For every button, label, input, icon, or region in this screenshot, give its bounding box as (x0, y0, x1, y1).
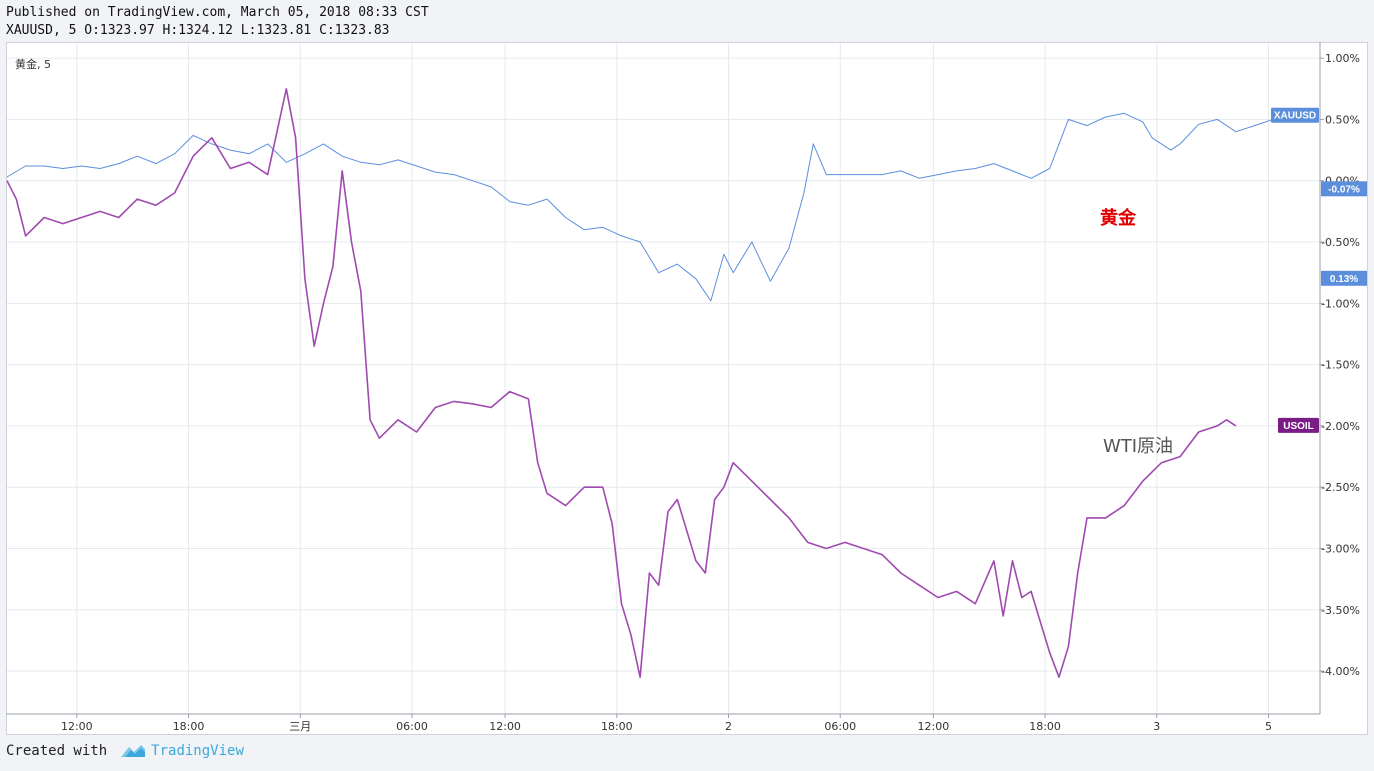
axis-value-tag (1321, 181, 1367, 197)
x-tick-label: 06:00 (396, 720, 428, 733)
axis-value-tag-label: -0.07% (1328, 184, 1360, 195)
series-line-usoil (6, 87, 1237, 679)
y-tick-label: -2.50% (1321, 481, 1360, 494)
footer: Created with TradingView (6, 743, 244, 759)
chart-header: Published on TradingView.com, March 05, … (6, 4, 429, 40)
x-tick-label: 12:00 (918, 720, 950, 733)
axis-value-tag (1321, 270, 1367, 286)
x-tick-label: 18:00 (601, 720, 633, 733)
x-tick-label: 3 (1153, 720, 1160, 733)
x-tick-label: 三月 (289, 720, 311, 733)
y-tick-label: -4.00% (1321, 665, 1360, 678)
axis-value-tag-label: 0.13% (1330, 274, 1358, 285)
series-tag-xauusd (1271, 107, 1319, 123)
legend-label: 黄金, 5 (15, 57, 51, 71)
tradingview-logo-icon (121, 745, 146, 757)
series-tag-label: XAUUSD (1274, 111, 1316, 122)
chart-canvas[interactable]: 1.00%0.50%0.00%-0.50%-1.00%-1.50%-2.00%-… (6, 42, 1368, 735)
series-tag-usoil (1278, 417, 1319, 433)
created-with-text: Created with (6, 743, 108, 759)
gold-annotation: 黄金 (1100, 207, 1137, 229)
published-line: Published on TradingView.com, March 05, … (6, 5, 429, 20)
y-tick-label: -1.00% (1321, 297, 1360, 310)
tradingview-brand: TradingView (151, 743, 244, 759)
x-tick-label: 2 (725, 720, 732, 733)
y-tick-label: -2.00% (1321, 420, 1360, 433)
series-line-xauusd (6, 112, 1292, 302)
oil-annotation: WTI原油 (1103, 436, 1173, 457)
series-tag-label: USOIL (1283, 421, 1314, 432)
x-tick-label: 12:00 (61, 720, 93, 733)
x-tick-label: 06:00 (824, 720, 856, 733)
y-tick-label: -1.50% (1321, 359, 1360, 372)
chart-frame (6, 42, 1368, 735)
x-tick-label: 12:00 (489, 720, 521, 733)
y-tick-label: -3.00% (1321, 543, 1360, 556)
y-tick-label: -3.50% (1321, 604, 1360, 617)
x-tick-label: 5 (1265, 720, 1272, 733)
y-tick-label: 1.00% (1325, 52, 1360, 65)
y-tick-label: -0.50% (1321, 236, 1360, 249)
y-tick-label: 0.50% (1325, 113, 1360, 126)
x-tick-label: 18:00 (173, 720, 205, 733)
x-tick-label: 18:00 (1029, 720, 1061, 733)
ohlc-line: XAUUSD, 5 O:1323.97 H:1324.12 L:1323.81 … (6, 23, 390, 38)
tradingview-link[interactable]: TradingView (121, 743, 244, 759)
